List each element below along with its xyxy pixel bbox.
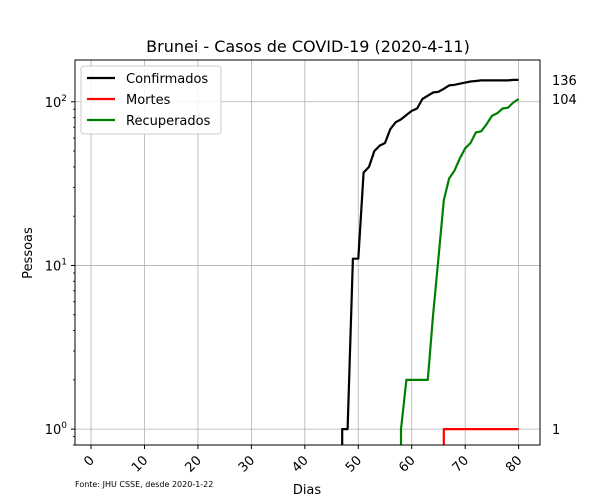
x-axis-label: Dias: [293, 483, 322, 498]
y-axis-label: Pessoas: [21, 227, 36, 279]
y-tick-exp: 0: [61, 421, 67, 431]
y-tick-exp: 2: [61, 94, 67, 104]
series-line-confirmados: [341, 78, 519, 445]
y-tick-label: 101: [45, 257, 67, 274]
y-tick-base: 10: [45, 423, 62, 438]
series-line-mortes: [442, 428, 519, 445]
y-tick-exp: 1: [61, 257, 67, 267]
end-label: 136: [552, 74, 577, 89]
legend-box: [80, 65, 222, 135]
y-tick-label: 102: [45, 94, 67, 111]
source-note: Fonte: JHU CSSE, desde 2020-1-22: [75, 480, 213, 489]
legend-label: Mortes: [126, 93, 171, 108]
legend: Confirmados Mortes Recuperados: [80, 65, 222, 135]
end-label: 104: [552, 93, 577, 108]
y-tick-base: 10: [45, 96, 62, 111]
end-label: 1: [552, 423, 560, 438]
chart-title: Brunei - Casos de COVID-19 (2020-4-11): [146, 37, 470, 56]
series-line-recuperados: [399, 98, 520, 445]
y-tick-label: 100: [45, 421, 68, 438]
legend-label: Recuperados: [126, 114, 211, 129]
plot-frame: [74, 59, 541, 446]
legend-label: Confirmados: [126, 72, 208, 87]
y-tick-base: 10: [45, 259, 62, 274]
series-layer: [341, 78, 520, 445]
end-labels: 136 104 1: [552, 74, 577, 438]
